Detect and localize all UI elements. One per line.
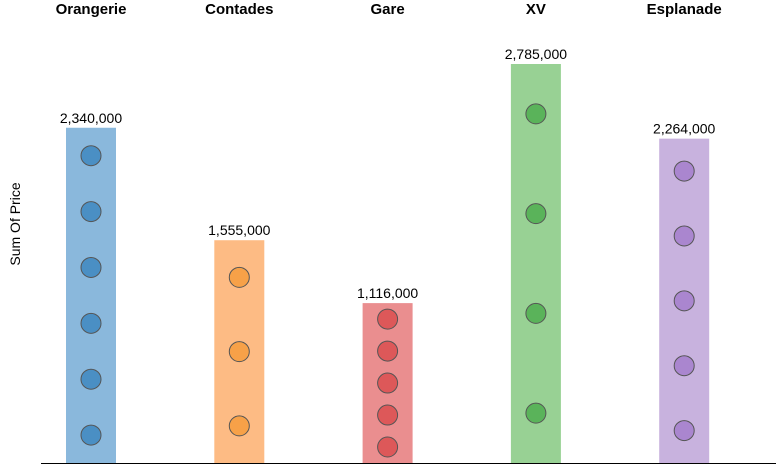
dot-esplanade[interactable]	[673, 355, 695, 377]
bar-xv[interactable]	[510, 64, 561, 463]
dot-orangerie[interactable]	[80, 201, 102, 223]
dot-esplanade[interactable]	[673, 290, 695, 312]
dot-gare[interactable]	[377, 404, 399, 426]
dot-xv[interactable]	[525, 302, 547, 324]
dot-xv[interactable]	[525, 103, 547, 125]
dot-xv[interactable]	[525, 203, 547, 225]
dot-contades[interactable]	[228, 341, 250, 363]
dot-contades[interactable]	[228, 415, 250, 437]
dot-esplanade[interactable]	[673, 225, 695, 247]
bars-group: Orangerie 2,340,000 Contades 1,555,000 Gare 1…	[56, 1, 722, 464]
dot-esplanade[interactable]	[673, 420, 695, 442]
dot-contades[interactable]	[228, 266, 250, 288]
dot-gare[interactable]	[377, 340, 399, 362]
dot-orangerie[interactable]	[80, 424, 102, 446]
category-label-esplanade: Esplanade	[647, 1, 722, 18]
dot-orangerie[interactable]	[80, 256, 102, 278]
value-label-xv: 2,785,000	[505, 46, 567, 62]
bar-orangerie[interactable]	[66, 127, 116, 464]
value-label-contades: 1,555,000	[208, 222, 270, 238]
category-label-gare: Gare	[370, 1, 404, 18]
dot-xv[interactable]	[525, 402, 547, 424]
category-label-contades: Contades	[205, 1, 273, 18]
value-label-esplanade: 2,264,000	[653, 121, 715, 137]
value-label-orangerie: 2,340,000	[60, 110, 122, 126]
dot-orangerie[interactable]	[80, 312, 102, 334]
dot-esplanade[interactable]	[673, 160, 695, 182]
dot-orangerie[interactable]	[80, 145, 102, 167]
category-label-xv: XV	[526, 1, 546, 18]
dot-orangerie[interactable]	[80, 368, 102, 390]
value-label-gare: 1,116,000	[357, 285, 418, 301]
dot-gare[interactable]	[377, 308, 399, 330]
dot-gare[interactable]	[377, 372, 399, 394]
dot-gare[interactable]	[377, 436, 399, 458]
category-label-orangerie: Orangerie	[56, 1, 127, 18]
y-axis-label: Sum Of Price	[7, 182, 23, 265]
